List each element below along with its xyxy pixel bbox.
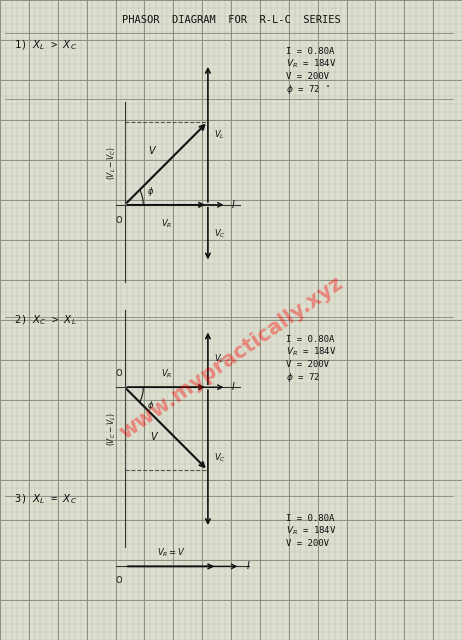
Text: 2) $X_C$ > $X_L$: 2) $X_C$ > $X_L$ (14, 313, 77, 327)
Text: $V_R$: $V_R$ (161, 218, 172, 230)
Text: $V_R$ = 184V: $V_R$ = 184V (286, 525, 337, 538)
Text: $\phi$ = 72: $\phi$ = 72 (286, 371, 321, 384)
Text: www.mypractically.xyz: www.mypractically.xyz (116, 273, 346, 444)
Text: $V_C$: $V_C$ (214, 227, 226, 240)
Text: I = 0.80A: I = 0.80A (286, 514, 335, 523)
Text: 1) $X_L$ > $X_C$: 1) $X_L$ > $X_C$ (14, 38, 77, 52)
Text: $V_L$: $V_L$ (214, 352, 225, 365)
Text: V: V (151, 432, 157, 442)
Text: $V_C$: $V_C$ (214, 451, 226, 464)
Text: I = 0.80A: I = 0.80A (286, 335, 335, 344)
Text: $(V_C-V_L)$: $(V_C-V_L)$ (105, 412, 118, 446)
Text: I: I (232, 382, 235, 392)
Text: $V_R$: $V_R$ (161, 367, 172, 380)
Text: $\phi$ = 72 $^\circ$: $\phi$ = 72 $^\circ$ (286, 83, 331, 96)
Text: V = 200V: V = 200V (286, 72, 329, 81)
Text: V = 200V: V = 200V (286, 360, 329, 369)
Text: I = 0.80A: I = 0.80A (286, 47, 335, 56)
Text: $V_R = V$: $V_R = V$ (157, 546, 185, 559)
Text: I: I (232, 200, 235, 210)
Text: $V_R$ = 184V: $V_R$ = 184V (286, 346, 337, 358)
Text: O: O (116, 369, 122, 378)
Text: 3) $X_L$ = $X_C$: 3) $X_L$ = $X_C$ (14, 492, 77, 506)
Text: I: I (247, 561, 250, 572)
Text: V = 200V: V = 200V (286, 540, 329, 548)
Text: O: O (116, 576, 122, 585)
Text: $\phi$: $\phi$ (147, 186, 154, 198)
Text: V: V (148, 145, 155, 156)
Text: $V_R$ = 184V: $V_R$ = 184V (286, 58, 337, 70)
Text: $\phi$: $\phi$ (147, 399, 154, 412)
Text: O: O (116, 216, 122, 225)
Text: PHASOR  DIAGRAM  FOR  R-L-C  SERIES: PHASOR DIAGRAM FOR R-L-C SERIES (122, 15, 340, 26)
Text: $V_L$: $V_L$ (214, 128, 225, 141)
Text: $(V_L-V_C)$: $(V_L-V_C)$ (105, 146, 118, 180)
